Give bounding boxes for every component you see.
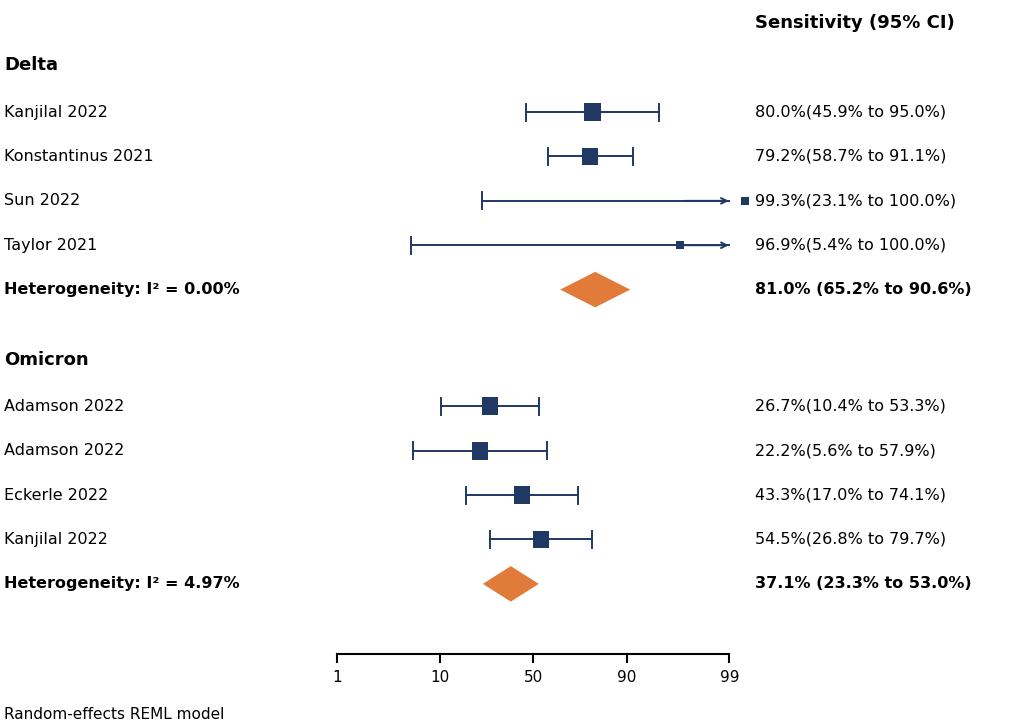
Bar: [472, 442, 487, 460]
Text: 90: 90: [617, 670, 637, 686]
Text: Delta: Delta: [4, 56, 58, 75]
Text: Sensitivity (95% CI): Sensitivity (95% CI): [755, 14, 954, 33]
Text: 1: 1: [333, 670, 342, 686]
Text: 22.2%(5.6% to 57.9%): 22.2%(5.6% to 57.9%): [755, 443, 936, 458]
Text: 96.9%(5.4% to 100.0%): 96.9%(5.4% to 100.0%): [755, 237, 946, 253]
Text: 37.1% (23.3% to 53.0%): 37.1% (23.3% to 53.0%): [755, 576, 972, 592]
Text: 79.2%(58.7% to 91.1%): 79.2%(58.7% to 91.1%): [755, 149, 946, 164]
Text: Kanjilal 2022: Kanjilal 2022: [4, 104, 109, 119]
Text: 50: 50: [523, 670, 543, 686]
Text: Kanjilal 2022: Kanjilal 2022: [4, 532, 109, 547]
Text: Adamson 2022: Adamson 2022: [4, 443, 125, 458]
Polygon shape: [483, 566, 539, 602]
Bar: [585, 104, 601, 121]
Bar: [514, 487, 530, 504]
Bar: [677, 241, 684, 250]
Text: Heterogeneity: I² = 0.00%: Heterogeneity: I² = 0.00%: [4, 282, 240, 297]
Text: 99: 99: [720, 670, 739, 686]
Text: 43.3%(17.0% to 74.1%): 43.3%(17.0% to 74.1%): [755, 488, 946, 502]
Text: Adamson 2022: Adamson 2022: [4, 399, 125, 414]
Text: Omicron: Omicron: [4, 350, 89, 369]
Bar: [532, 531, 549, 548]
Text: 54.5%(26.8% to 79.7%): 54.5%(26.8% to 79.7%): [755, 532, 946, 547]
Bar: [583, 148, 598, 165]
Text: 99.3%(23.1% to 100.0%): 99.3%(23.1% to 100.0%): [755, 193, 956, 209]
Text: Eckerle 2022: Eckerle 2022: [4, 488, 109, 502]
Text: 81.0% (65.2% to 90.6%): 81.0% (65.2% to 90.6%): [755, 282, 972, 297]
Text: Taylor 2021: Taylor 2021: [4, 237, 97, 253]
Text: Heterogeneity: I² = 4.97%: Heterogeneity: I² = 4.97%: [4, 576, 240, 592]
Text: 10: 10: [430, 670, 450, 686]
Text: 26.7%(10.4% to 53.3%): 26.7%(10.4% to 53.3%): [755, 399, 946, 414]
Text: Konstantinus 2021: Konstantinus 2021: [4, 149, 154, 164]
Bar: [482, 397, 499, 416]
Text: 80.0%(45.9% to 95.0%): 80.0%(45.9% to 95.0%): [755, 104, 946, 119]
Polygon shape: [560, 272, 630, 308]
Text: Sun 2022: Sun 2022: [4, 193, 81, 209]
Text: Random-effects REML model: Random-effects REML model: [4, 707, 224, 722]
Bar: [741, 197, 749, 205]
